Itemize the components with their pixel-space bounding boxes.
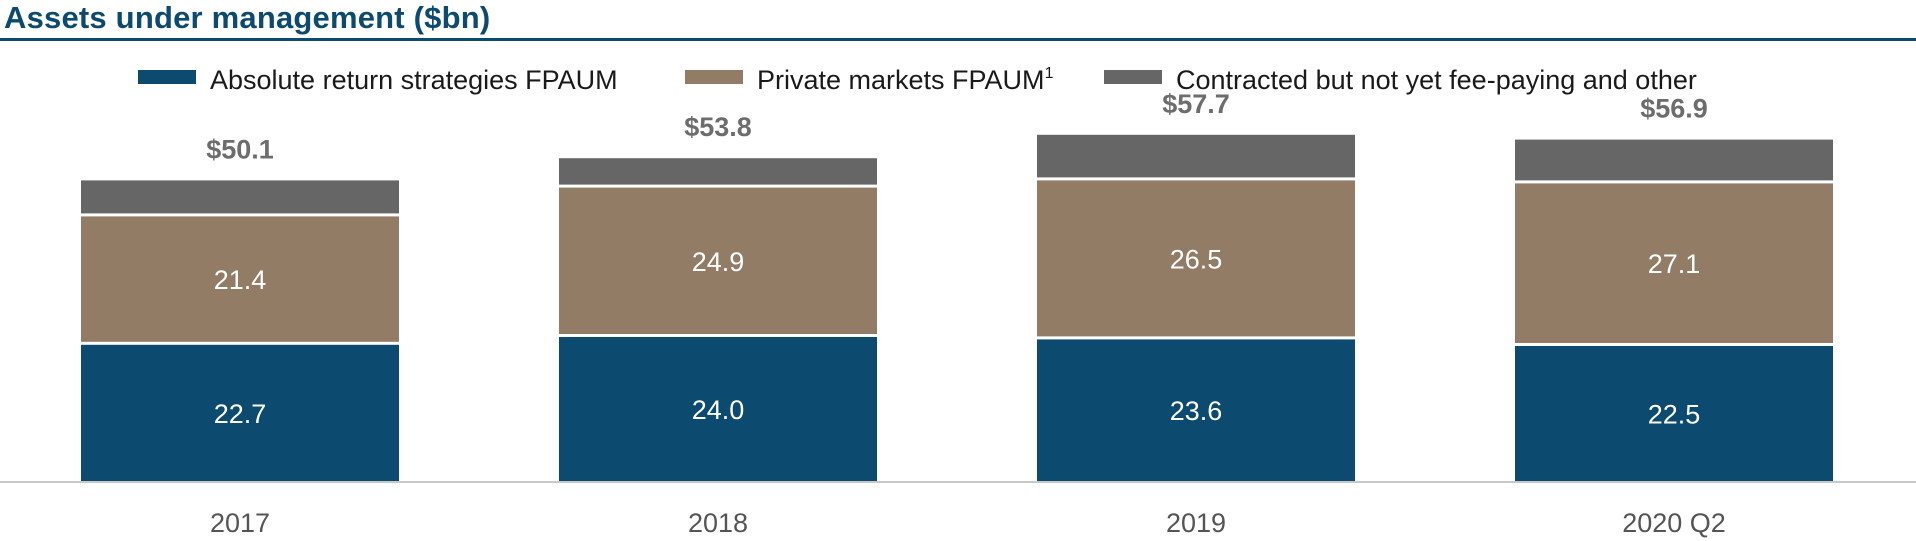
data-label-absolute-return-strategies-fpaum-2020-q2: 22.5 — [1648, 400, 1701, 430]
total-label-2019: $57.7 — [1162, 89, 1230, 119]
legend-label-absolute-return-strategies-fpaum: Absolute return strategies FPAUM — [210, 65, 618, 95]
bar-private-markets-fpaum-2020-q2 — [1515, 183, 1833, 343]
bar-private-markets-fpaum-2017 — [81, 216, 399, 342]
bar-contracted-but-not-yet-fee-paying-and-other-2020-q2 — [1515, 139, 1833, 181]
category-label-2019: 2019 — [1166, 508, 1226, 538]
bar-absolute-return-strategies-fpaum-2017 — [81, 344, 399, 481]
total-label-2020-q2: $56.9 — [1640, 94, 1708, 124]
chart-title: Assets under management ($bn) — [4, 0, 491, 35]
bar-absolute-return-strategies-fpaum-2020-q2 — [1515, 346, 1833, 481]
category-label-2018: 2018 — [688, 508, 748, 538]
legend-label-contracted-but-not-yet-fee-paying-and-other: Contracted but not yet fee-paying and ot… — [1176, 65, 1697, 95]
title-underline — [0, 38, 1916, 41]
data-label-private-markets-fpaum-2017: 21.4 — [214, 265, 267, 295]
legend-swatch-contracted-but-not-yet-fee-paying-and-other — [1104, 70, 1162, 84]
legend-label-private-markets-fpaum: Private markets FPAUM1 — [757, 65, 1054, 95]
data-label-absolute-return-strategies-fpaum-2018: 24.0 — [692, 395, 745, 425]
legend-swatch-absolute-return-strategies-fpaum — [138, 70, 196, 84]
data-label-absolute-return-strategies-fpaum-2019: 23.6 — [1170, 396, 1223, 426]
total-label-2017: $50.1 — [206, 134, 274, 164]
bar-contracted-but-not-yet-fee-paying-and-other-2017 — [81, 180, 399, 214]
bar-contracted-but-not-yet-fee-paying-and-other-2019 — [1037, 134, 1355, 178]
bar-private-markets-fpaum-2019 — [1037, 180, 1355, 337]
bar-absolute-return-strategies-fpaum-2019 — [1037, 339, 1355, 481]
data-label-private-markets-fpaum-2020-q2: 27.1 — [1648, 249, 1701, 279]
category-label-2020-q2: 2020 Q2 — [1622, 508, 1726, 538]
category-label-2017: 2017 — [210, 508, 270, 538]
data-label-private-markets-fpaum-2019: 26.5 — [1170, 244, 1223, 274]
bar-absolute-return-strategies-fpaum-2018 — [559, 337, 877, 481]
bar-contracted-but-not-yet-fee-paying-and-other-2018 — [559, 158, 877, 185]
bar-private-markets-fpaum-2018 — [559, 187, 877, 334]
total-label-2018: $53.8 — [684, 112, 752, 142]
data-label-absolute-return-strategies-fpaum-2017: 22.7 — [214, 399, 267, 429]
legend-swatch-private-markets-fpaum — [685, 70, 743, 84]
data-label-private-markets-fpaum-2018: 24.9 — [692, 247, 745, 277]
